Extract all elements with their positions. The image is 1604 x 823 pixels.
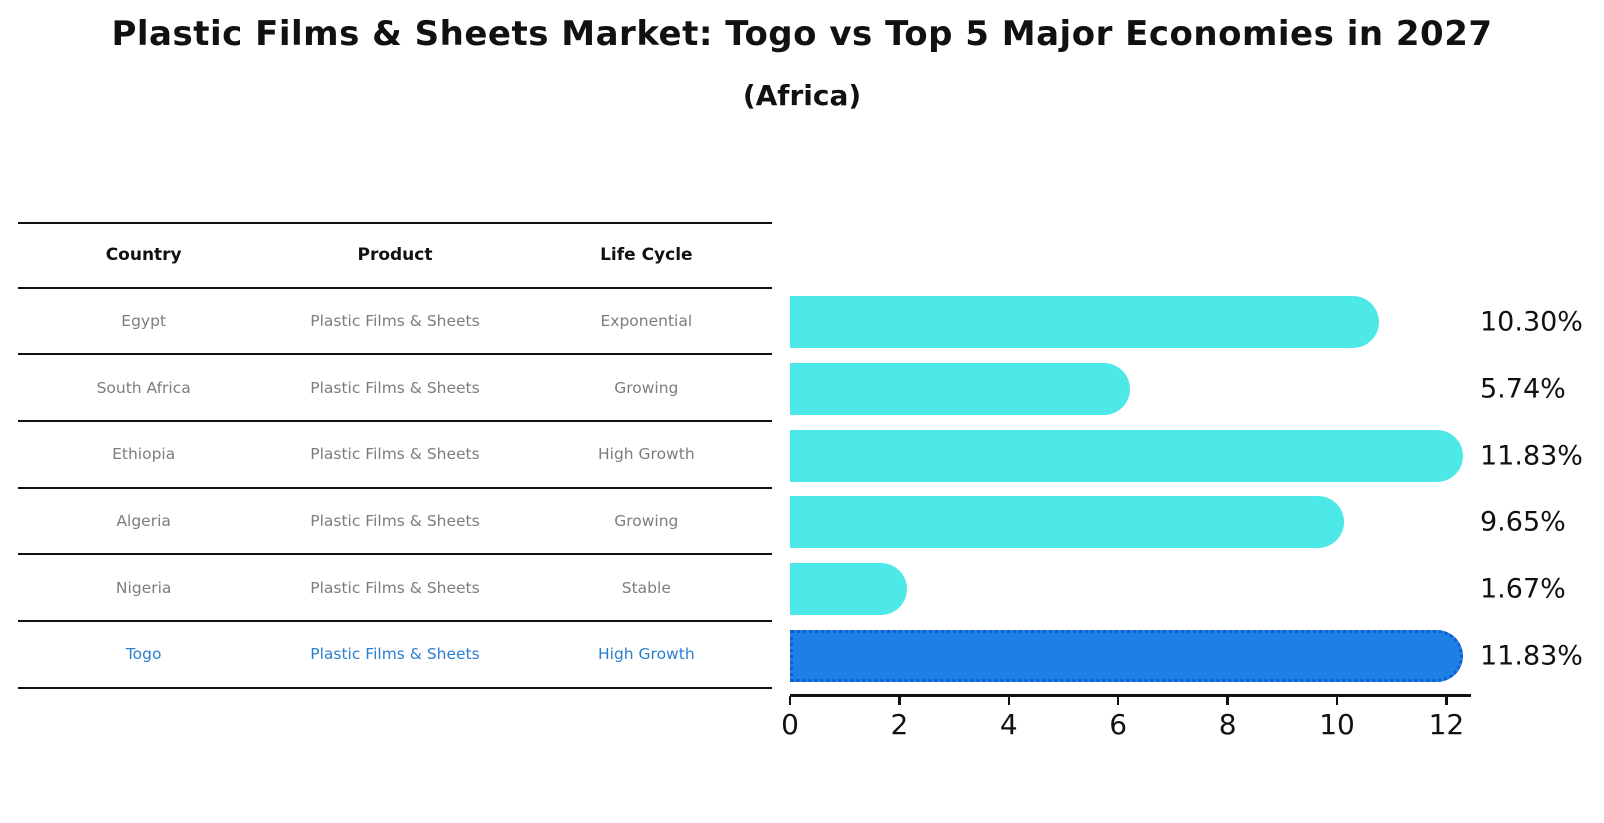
x-axis-tick-label: 0 bbox=[781, 708, 799, 741]
chart-row-highlighted: 11.83% bbox=[0, 622, 1604, 689]
table-row: Egypt Plastic Films & Sheets Exponential bbox=[18, 289, 772, 356]
table-row: Algeria Plastic Films & Sheets Growing bbox=[18, 489, 772, 556]
cell-country: Nigeria bbox=[115, 578, 172, 597]
cell-product: Plastic Films & Sheets bbox=[310, 645, 480, 664]
cell-country: Egypt bbox=[121, 312, 167, 331]
cell-product: Plastic Films & Sheets bbox=[310, 445, 480, 464]
value-bar bbox=[790, 362, 1130, 415]
cell-product: Plastic Films & Sheets bbox=[310, 312, 480, 331]
value-bar bbox=[790, 562, 908, 615]
bar-value-label: 11.83% bbox=[1480, 640, 1583, 672]
table-row: Nigeria Plastic Films & Sheets Stable bbox=[18, 555, 772, 623]
x-axis-tick-label: 4 bbox=[999, 708, 1018, 741]
x-axis-tick bbox=[1335, 696, 1339, 705]
cell-lifecycle: Growing bbox=[614, 378, 679, 397]
chart-row: 11.83% bbox=[0, 422, 1604, 489]
cell-lifecycle: Stable bbox=[621, 578, 671, 597]
chart-row: 1.67% bbox=[0, 556, 1604, 623]
cell-product: Plastic Films & Sheets bbox=[310, 512, 480, 531]
cell-lifecycle: High Growth bbox=[597, 445, 695, 464]
header-country: Country bbox=[105, 245, 182, 266]
bar-chart: 10.30% 5.74% 11.83% 9.65% 1.67% 11.83% bbox=[0, 289, 1604, 689]
table-row-highlighted: Togo Plastic Films & Sheets High Growth bbox=[18, 622, 772, 689]
value-bar bbox=[790, 496, 1344, 549]
x-axis-tick bbox=[1007, 696, 1011, 705]
cell-country: Togo bbox=[125, 645, 162, 664]
bar-value-label: 1.67% bbox=[1480, 573, 1566, 605]
page-title: Plastic Films & Sheets Market: Togo vs T… bbox=[111, 14, 1493, 54]
chart-row: 10.30% bbox=[0, 289, 1604, 356]
table-header-row: Country Product Life Cycle bbox=[18, 222, 772, 289]
comparison-table: Country Product Life Cycle Egypt Plastic… bbox=[18, 222, 772, 689]
cell-lifecycle: High Growth bbox=[597, 645, 695, 664]
value-bar bbox=[790, 629, 1464, 682]
cell-lifecycle: Exponential bbox=[600, 312, 693, 331]
x-axis-tick-label: 10 bbox=[1319, 708, 1355, 741]
header-product: Product bbox=[357, 245, 433, 266]
cell-country: Algeria bbox=[116, 512, 171, 531]
cell-product: Plastic Films & Sheets bbox=[310, 378, 480, 397]
cell-product: Plastic Films & Sheets bbox=[310, 578, 480, 597]
table-row: Ethiopia Plastic Films & Sheets High Gro… bbox=[18, 422, 772, 489]
bar-value-label: 11.83% bbox=[1480, 440, 1583, 472]
table-row: South Africa Plastic Films & Sheets Grow… bbox=[18, 355, 772, 423]
x-axis-tick-label: 2 bbox=[890, 708, 909, 741]
header-lifecycle: Life Cycle bbox=[600, 245, 693, 266]
x-axis-tick bbox=[788, 696, 792, 705]
bar-value-label: 5.74% bbox=[1480, 373, 1566, 405]
x-axis-tick bbox=[1445, 696, 1448, 705]
x-axis-tick bbox=[1226, 696, 1229, 705]
cell-lifecycle: Growing bbox=[614, 512, 679, 531]
x-axis-tick-label: 12 bbox=[1428, 708, 1465, 741]
x-axis-tick-label: 8 bbox=[1218, 708, 1237, 741]
chart-row: 9.65% bbox=[0, 489, 1604, 556]
bar-value-label: 10.30% bbox=[1480, 306, 1583, 338]
x-axis-tick-label: 6 bbox=[1109, 708, 1128, 741]
cell-country: Ethiopia bbox=[112, 445, 176, 464]
x-axis-line bbox=[790, 694, 1471, 697]
x-axis-tick bbox=[1116, 696, 1120, 705]
value-bar bbox=[790, 429, 1464, 482]
page-subtitle: (Africa) bbox=[742, 79, 862, 112]
value-bar bbox=[790, 296, 1380, 349]
chart-row: 5.74% bbox=[0, 355, 1604, 422]
bar-value-label: 9.65% bbox=[1480, 506, 1566, 538]
cell-country: South Africa bbox=[96, 378, 191, 397]
x-axis-tick bbox=[898, 696, 901, 705]
